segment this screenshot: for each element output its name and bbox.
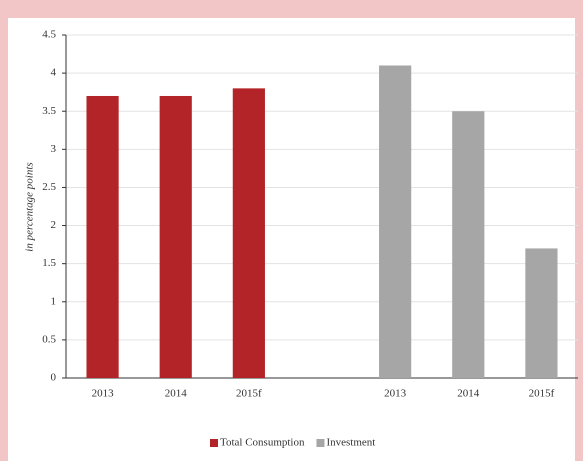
y-tick-label: 1 [51,295,57,307]
bar [525,248,558,378]
y-tick-label: 3.5 [42,105,56,117]
bar [379,65,412,378]
x-tick-label: 2014 [457,388,480,400]
legend-swatch [210,439,218,447]
bar [86,95,119,378]
y-tick-label: 4 [51,67,57,79]
x-tick-label: 2015f [529,388,555,400]
bar [452,111,485,378]
y-axis-label: in percentage points [24,162,36,251]
x-tick-label: 2013 [384,388,407,400]
y-tick-label: 0.5 [42,333,56,345]
legend-label: Total Consumption [220,437,305,449]
legend-label: Investment [326,437,375,449]
x-tick-label: 2015f [236,388,262,400]
x-tick-label: 2013 [92,388,115,400]
y-tick-label: 1.5 [42,257,56,269]
x-tick-label: 2014 [165,388,188,400]
y-tick-label: 2 [51,219,57,231]
y-tick-label: 2.5 [42,181,56,193]
y-tick-label: 4.5 [42,29,56,41]
bar [232,88,265,378]
bar [159,95,192,378]
legend-swatch [316,439,325,447]
y-tick-label: 3 [51,143,57,155]
y-tick-label: 0 [51,372,57,384]
